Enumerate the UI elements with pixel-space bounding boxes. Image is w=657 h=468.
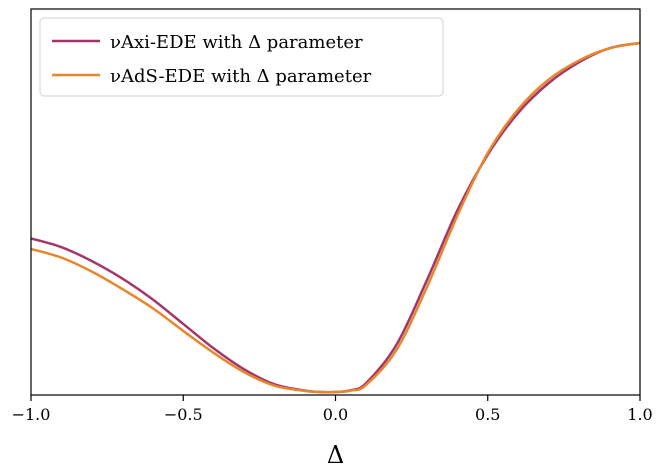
x-tick-label: 0.0 [323, 405, 348, 424]
x-axis-ticks: −1.0 −0.5 0.0 0.5 1.0 [12, 395, 653, 424]
x-tick-label: −1.0 [12, 405, 51, 424]
x-axis-label: Δ [327, 441, 344, 468]
x-tick-label: 1.0 [627, 405, 652, 424]
legend-label-ads: νAdS-EDE with Δ parameter [110, 66, 372, 87]
legend-box [39, 17, 444, 97]
legend-label-axi: νAxi-EDE with Δ parameter [110, 32, 363, 53]
series-line-ads-ede [30, 41, 641, 394]
series-lines [30, 41, 641, 394]
x-tick-label: −0.5 [164, 405, 203, 424]
legend: νAxi-EDE with Δ parameter νAdS-EDE with … [39, 17, 444, 97]
x-tick-label: 0.5 [475, 405, 500, 424]
